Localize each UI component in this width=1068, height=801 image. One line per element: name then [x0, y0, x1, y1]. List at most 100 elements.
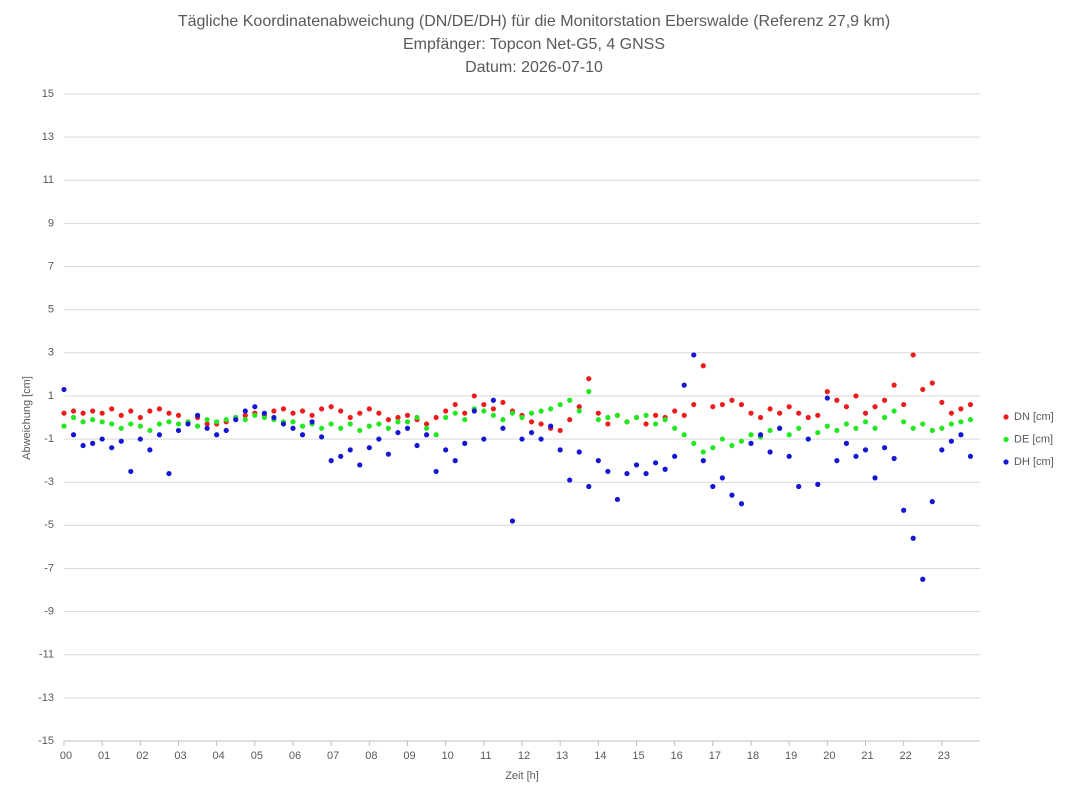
point	[853, 425, 859, 431]
point	[166, 410, 172, 416]
point	[471, 393, 477, 399]
point	[109, 406, 115, 412]
point	[719, 475, 725, 481]
x-tick-label: 19	[785, 750, 797, 762]
point	[748, 410, 754, 416]
point	[872, 404, 878, 410]
point	[605, 468, 611, 475]
point	[920, 386, 926, 393]
point	[700, 363, 706, 369]
point	[70, 432, 77, 438]
y-tick-label: -3	[44, 476, 54, 488]
x-tick-label: 16	[671, 750, 683, 762]
point	[576, 449, 582, 455]
point	[500, 399, 506, 406]
point	[376, 436, 382, 442]
point	[366, 445, 372, 451]
point	[109, 445, 115, 451]
point	[137, 414, 143, 421]
point	[853, 453, 859, 459]
point	[462, 417, 468, 423]
point	[967, 401, 974, 408]
x-tick-label: 11	[480, 750, 491, 762]
x-tick-label: 22	[900, 750, 912, 762]
legend-marker	[1003, 459, 1009, 465]
y-tick-label: 7	[48, 260, 54, 272]
point	[90, 408, 96, 414]
point	[824, 395, 830, 401]
x-axis-label: Zeit [h]	[505, 770, 539, 782]
point	[548, 406, 554, 412]
point	[614, 496, 621, 503]
point	[347, 414, 353, 421]
point	[309, 412, 315, 418]
point	[500, 417, 506, 423]
point	[128, 468, 134, 475]
point	[748, 440, 754, 446]
x-tick-label: 04	[213, 750, 225, 762]
point	[519, 436, 525, 442]
point	[786, 453, 792, 459]
point	[261, 414, 267, 421]
point	[662, 417, 668, 423]
point	[729, 492, 735, 498]
point	[910, 352, 916, 358]
point	[414, 414, 420, 421]
point	[557, 401, 563, 408]
point	[185, 421, 191, 427]
point	[786, 404, 792, 410]
point	[757, 432, 764, 438]
x-tick-label: 02	[136, 750, 148, 762]
point	[99, 410, 105, 416]
point	[280, 421, 287, 427]
y-tick-label: -9	[44, 606, 54, 618]
point	[748, 432, 754, 438]
point	[70, 414, 77, 421]
point	[338, 408, 344, 414]
point	[843, 421, 850, 427]
point	[891, 408, 897, 414]
point	[738, 401, 745, 408]
point	[777, 425, 783, 431]
y-tick-label: 15	[42, 88, 54, 100]
point	[319, 406, 325, 412]
point	[80, 410, 86, 416]
point	[719, 401, 725, 408]
x-tick-label: 12	[518, 750, 530, 762]
point	[862, 410, 869, 416]
y-tick-label: -1	[44, 433, 54, 445]
y-tick-label: 5	[48, 304, 54, 316]
point	[700, 449, 706, 455]
point	[920, 421, 926, 427]
point	[156, 432, 163, 438]
point	[147, 447, 153, 453]
point	[767, 449, 773, 455]
point	[796, 425, 802, 431]
point	[948, 410, 954, 416]
point	[853, 393, 859, 399]
point	[290, 419, 296, 425]
point	[271, 408, 277, 414]
point	[404, 425, 411, 431]
point	[481, 436, 487, 442]
point	[939, 399, 945, 406]
point	[605, 421, 611, 427]
x-tick-label: 06	[289, 750, 301, 762]
point	[214, 432, 220, 438]
point	[672, 425, 678, 431]
point	[567, 477, 573, 483]
point	[633, 462, 640, 468]
point	[681, 432, 687, 438]
point	[958, 419, 964, 425]
legend-label: DH [cm]	[1014, 456, 1054, 468]
point	[614, 412, 621, 418]
point	[452, 458, 458, 464]
point	[319, 434, 325, 440]
point	[404, 419, 411, 425]
point	[805, 436, 811, 442]
point	[90, 440, 96, 446]
point	[137, 436, 143, 442]
point	[328, 421, 334, 427]
x-tick-label: 10	[442, 750, 454, 762]
